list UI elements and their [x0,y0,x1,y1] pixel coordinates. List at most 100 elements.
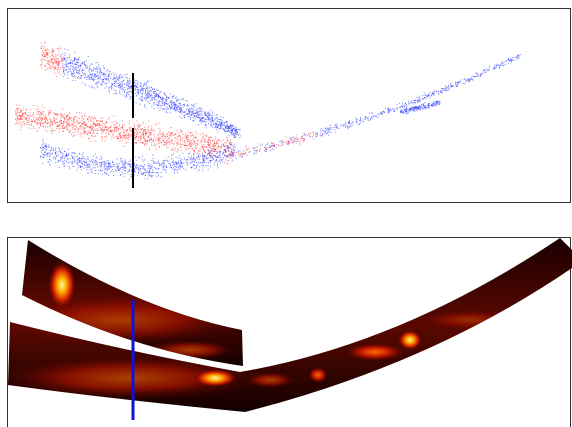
scatter-point [410,108,412,110]
scatter-point [274,145,275,147]
scatter-point [400,112,402,114]
scatter-point [84,161,86,163]
scatter-point [41,113,43,115]
scatter-point [494,64,496,66]
scatter-point [163,108,165,110]
scatter-point [514,57,516,59]
scatter-point [183,103,185,105]
scatter-point [326,128,328,130]
scatter-point [206,154,208,156]
scatter-point [501,61,503,63]
scatter-point [138,171,140,173]
scatter-point [62,108,64,110]
scatter-point [68,62,70,64]
scatter-point [126,77,128,79]
scatter-point [46,131,48,133]
scatter-point [488,67,490,69]
scatter-point [217,156,219,157]
scatter-point [445,90,447,92]
scatter-point [67,49,69,51]
scatter-point [114,86,116,88]
scatter-point [466,80,468,82]
scatter-point [48,60,50,62]
scatter-point [217,157,219,159]
scatter-point [54,72,56,74]
scatter-point [173,168,175,170]
scatter-point [358,123,360,125]
scatter-point [97,173,99,175]
scatter-point [175,168,177,170]
scatter-point [459,81,461,82]
scatter-point [156,95,158,97]
scatter-point [87,166,89,168]
scatter-point [56,125,58,127]
scatter-point [406,112,408,114]
scatter-point [92,161,94,163]
scatter-point [322,134,324,136]
scatter-point [228,126,230,128]
scatter-point [92,156,94,158]
scatter-point [142,142,144,144]
scatter-point [109,87,111,89]
scatter-point [205,162,207,164]
scatter-point [149,170,151,172]
scatter-point [164,104,166,106]
scatter-point [82,117,84,119]
scatter-point [457,82,459,84]
scatter-point [191,105,193,107]
scatter-point [193,158,194,159]
scatter-point [101,84,103,86]
scatter-point [230,128,232,130]
scatter-point [171,154,173,156]
scatter-point [130,86,132,87]
scatter-point [134,171,136,173]
scatter-point [185,161,187,163]
scatter-point [294,138,296,140]
scatter-point [247,149,249,151]
scatter-point [158,167,160,169]
scatter-point [152,162,154,164]
scatter-point [228,127,230,129]
scatter-point [498,67,500,69]
scatter-point [193,115,195,117]
scatter-point [148,129,150,131]
scatter-point [239,137,240,139]
scatter-point [62,161,64,163]
scatter-point [224,146,226,148]
scatter-point [326,133,328,135]
scatter-point [82,162,83,164]
scatter-point [98,120,100,122]
scatter-point [167,160,169,162]
scatter-point [206,121,208,123]
scatter-point [95,160,97,162]
scatter-point [425,107,427,109]
scatter-point [115,93,117,94]
scatter-point [470,77,472,79]
scatter-point [143,88,145,90]
scatter-point [46,154,47,156]
scatter-point [138,98,140,100]
scatter-point [181,112,183,114]
scatter-point [147,178,149,180]
scatter-point [62,63,64,65]
scatter-point [124,162,126,164]
scatter-point [45,54,47,56]
scatter-point [16,107,18,109]
scatter-point [405,113,407,115]
scatter-point [110,166,112,168]
scatter-point [170,101,172,103]
scatter-point [408,104,410,106]
scatter-point [226,145,228,147]
scatter-point [390,108,392,110]
scatter-point [177,132,179,134]
scatter-point [129,88,131,90]
scatter-point [207,112,209,114]
scatter-point [116,93,117,95]
scatter-point [28,117,30,119]
scatter-point [154,144,156,146]
scatter-point [163,102,165,104]
scatter-point [104,128,106,130]
scatter-point [166,111,167,113]
scatter-point [205,118,207,120]
scatter-point [69,158,71,160]
